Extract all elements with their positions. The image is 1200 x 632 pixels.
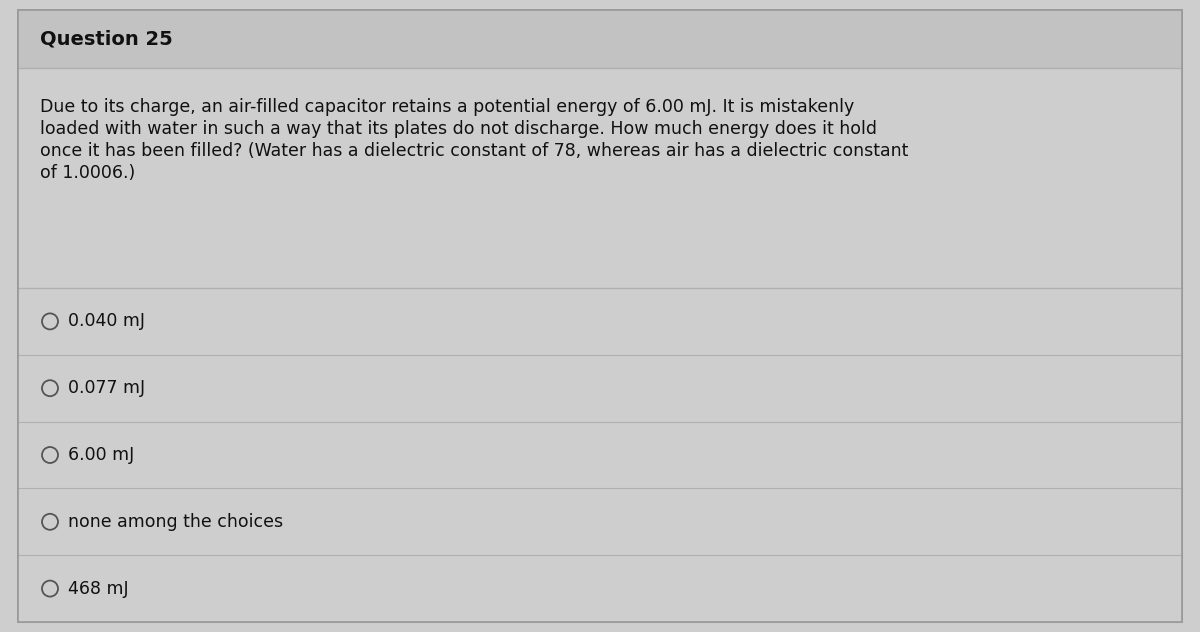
- Bar: [18, 489, 1182, 555]
- Bar: [18, 555, 1182, 622]
- Bar: [18, 422, 1182, 489]
- Text: Question 25: Question 25: [40, 30, 173, 49]
- Text: loaded with water in such a way that its plates do not discharge. How much energ: loaded with water in such a way that its…: [40, 120, 877, 138]
- Text: 0.077 mJ: 0.077 mJ: [68, 379, 145, 397]
- Bar: [18, 10, 1182, 68]
- Text: 0.040 mJ: 0.040 mJ: [68, 312, 145, 331]
- Text: none among the choices: none among the choices: [68, 513, 283, 531]
- Bar: [18, 288, 1182, 355]
- Text: 468 mJ: 468 mJ: [68, 580, 128, 598]
- Text: Due to its charge, an air-filled capacitor retains a potential energy of 6.00 mJ: Due to its charge, an air-filled capacit…: [40, 98, 854, 116]
- Bar: [18, 355, 1182, 422]
- Bar: [18, 68, 1182, 288]
- Text: of 1.0006.): of 1.0006.): [40, 164, 136, 182]
- Text: once it has been filled? (Water has a dielectric constant of 78, whereas air has: once it has been filled? (Water has a di…: [40, 142, 908, 160]
- Text: 6.00 mJ: 6.00 mJ: [68, 446, 134, 464]
